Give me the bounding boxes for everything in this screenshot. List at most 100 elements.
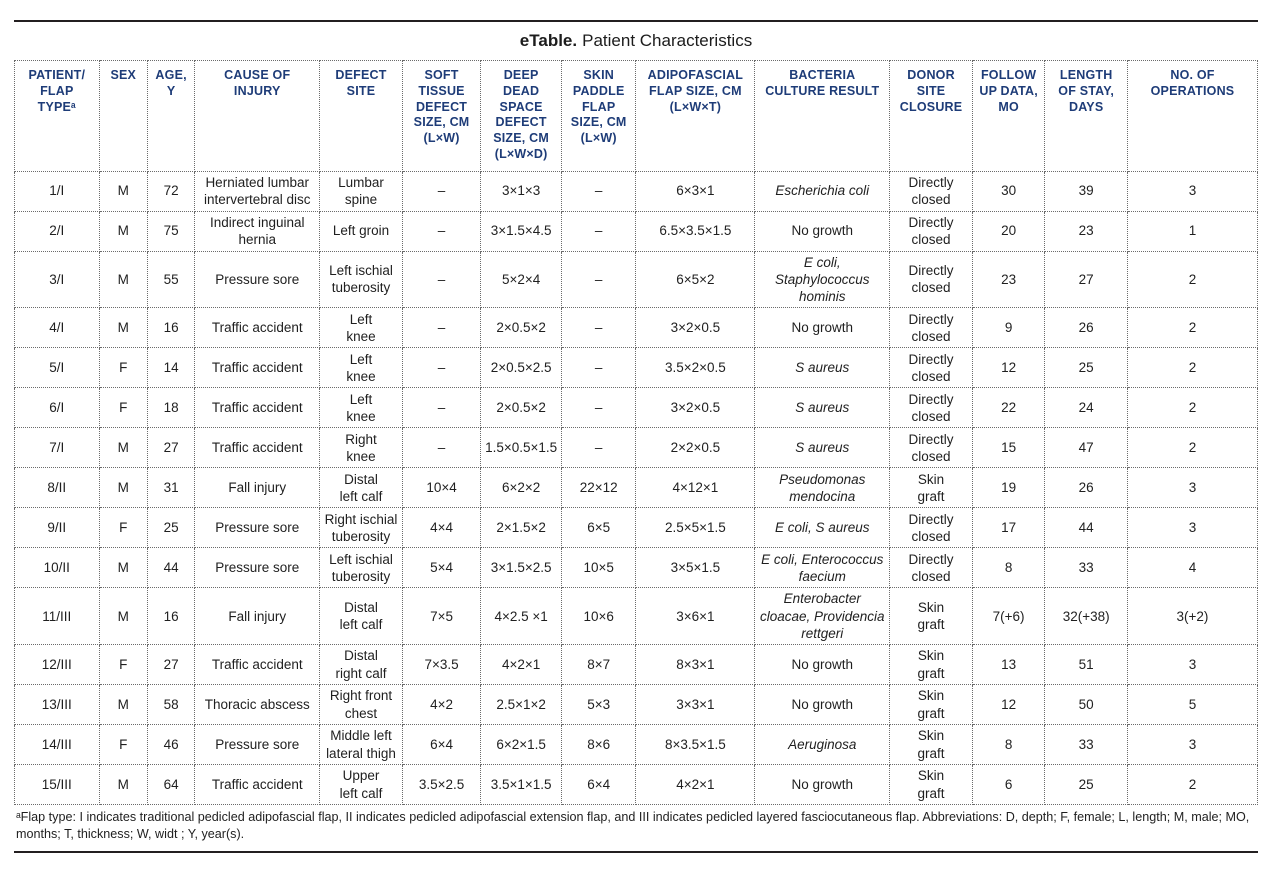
cell-no-of-operations: 5 — [1126, 684, 1259, 726]
cell-age: 75 — [146, 210, 196, 252]
cell-deep-dead-space-defect-size: 1.5×0.5×1.5 — [480, 427, 562, 469]
cell-sex: M — [98, 170, 148, 212]
cell-length-of-stay: 39 — [1044, 170, 1128, 212]
col-header-age: AGE, Y — [146, 60, 196, 172]
cell-length-of-stay: 26 — [1044, 467, 1128, 509]
cell-skin-paddle-flap-size: 22×12 — [560, 467, 637, 509]
cell-length-of-stay: 50 — [1044, 684, 1128, 726]
cell-soft-tissue-defect-size: 3.5×2.5 — [401, 764, 482, 806]
cell-cause-of-injury: Traffic accident — [194, 307, 321, 349]
cell-no-of-operations: 3 — [1126, 170, 1259, 212]
cell-age: 27 — [146, 427, 196, 469]
cell-cause-of-injury: Pressure sore — [194, 547, 321, 589]
cell-length-of-stay: 33 — [1044, 547, 1128, 589]
cell-adipofascial-flap-size: 4×2×1 — [635, 764, 756, 806]
cell-age: 16 — [146, 587, 196, 646]
cell-skin-paddle-flap-size: 8×7 — [560, 644, 637, 686]
cell-follow-up-data: 30 — [971, 170, 1046, 212]
cell-skin-paddle-flap-size: – — [560, 307, 637, 349]
cell-defect-site: Left ischial tuberosity — [319, 547, 403, 589]
cell-cause-of-injury: Traffic accident — [194, 347, 321, 389]
cell-no-of-operations: 2 — [1126, 387, 1259, 429]
cell-adipofascial-flap-size: 3×3×1 — [635, 684, 756, 726]
cell-donor-site-closure: Directly closed — [889, 507, 973, 549]
cell-no-of-operations: 3 — [1126, 467, 1259, 509]
cell-patient-flap-type: 1/I — [14, 170, 100, 212]
table-row: 14/III F 46 Pressure sore Middle left latera… — [14, 724, 1259, 766]
cell-cause-of-injury: Pressure sore — [194, 724, 321, 766]
cell-deep-dead-space-defect-size: 6×2×1.5 — [480, 724, 562, 766]
table-row: 9/II F 25 Pressure sore Right ischial tubero… — [14, 507, 1259, 549]
cell-donor-site-closure: Directly closed — [889, 210, 973, 252]
header-row: PATIENT/ FLAP TYPEᵃ SEX AGE, Y CAUSE OF … — [14, 60, 1259, 172]
cell-defect-site: Left knee — [319, 307, 403, 349]
top-rule — [14, 20, 1258, 22]
cell-cause-of-injury: Thoracic abscess — [194, 684, 321, 726]
cell-bacteria-culture-result: E coli, Staphylococcus hominis — [754, 250, 891, 309]
cell-soft-tissue-defect-size: 7×5 — [401, 587, 482, 646]
table-body: 1/I M 72 Herniated lumbar intervertebral di… — [14, 170, 1259, 806]
cell-donor-site-closure: Skin graft — [889, 644, 973, 686]
cell-cause-of-injury: Herniated lumbar intervertebral disc — [194, 170, 321, 212]
cell-bacteria-culture-result: No growth — [754, 644, 891, 686]
cell-soft-tissue-defect-size: 6×4 — [401, 724, 482, 766]
cell-donor-site-closure: Directly closed — [889, 307, 973, 349]
cell-soft-tissue-defect-size: 10×4 — [401, 467, 482, 509]
col-header-defect-site: DEFECT SITE — [319, 60, 403, 172]
cell-patient-flap-type: 2/I — [14, 210, 100, 252]
cell-no-of-operations: 2 — [1126, 307, 1259, 349]
cell-no-of-operations: 2 — [1126, 347, 1259, 389]
cell-defect-site: Lumbar spine — [319, 170, 403, 212]
cell-age: 14 — [146, 347, 196, 389]
cell-follow-up-data: 13 — [971, 644, 1046, 686]
table-row: 10/II M 44 Pressure sore Left ischial tubero… — [14, 547, 1259, 589]
cell-adipofascial-flap-size: 4×12×1 — [635, 467, 756, 509]
cell-patient-flap-type: 8/II — [14, 467, 100, 509]
cell-soft-tissue-defect-size: 7×3.5 — [401, 644, 482, 686]
cell-cause-of-injury: Fall injury — [194, 467, 321, 509]
cell-follow-up-data: 8 — [971, 724, 1046, 766]
cell-deep-dead-space-defect-size: 2×0.5×2 — [480, 307, 562, 349]
cell-adipofascial-flap-size: 2×2×0.5 — [635, 427, 756, 469]
cell-length-of-stay: 25 — [1044, 347, 1128, 389]
cell-follow-up-data: 17 — [971, 507, 1046, 549]
cell-follow-up-data: 15 — [971, 427, 1046, 469]
col-header-soft-tissue-defect-size: SOFT TISSUE DEFECT SIZE, CM (L×W) — [401, 60, 482, 172]
cell-bacteria-culture-result: Escherichia coli — [754, 170, 891, 212]
cell-follow-up-data: 19 — [971, 467, 1046, 509]
col-header-bacteria-culture-result: BACTERIA CULTURE RESULT — [754, 60, 891, 172]
cell-bacteria-culture-result: No growth — [754, 307, 891, 349]
cell-adipofascial-flap-size: 3×5×1.5 — [635, 547, 756, 589]
col-header-follow-up-data: FOLLOW UP DATA, MO — [971, 60, 1046, 172]
cell-soft-tissue-defect-size: – — [401, 307, 482, 349]
cell-length-of-stay: 27 — [1044, 250, 1128, 309]
table-title: eTable. Patient Characteristics — [14, 31, 1258, 51]
col-header-no-of-operations: NO. OF OPERATIONS — [1126, 60, 1259, 172]
cell-age: 31 — [146, 467, 196, 509]
cell-follow-up-data: 8 — [971, 547, 1046, 589]
cell-adipofascial-flap-size: 6×3×1 — [635, 170, 756, 212]
cell-defect-site: Left groin — [319, 210, 403, 252]
cell-length-of-stay: 33 — [1044, 724, 1128, 766]
col-header-deep-dead-space-defect-size: DEEP DEAD SPACE DEFECT SIZE, CM (L×W×D) — [480, 60, 562, 172]
cell-soft-tissue-defect-size: 4×2 — [401, 684, 482, 726]
cell-donor-site-closure: Skin graft — [889, 764, 973, 806]
cell-sex: F — [98, 644, 148, 686]
cell-cause-of-injury: Traffic accident — [194, 387, 321, 429]
cell-sex: F — [98, 347, 148, 389]
cell-follow-up-data: 7(+6) — [971, 587, 1046, 646]
cell-no-of-operations: 2 — [1126, 427, 1259, 469]
cell-no-of-operations: 3 — [1126, 724, 1259, 766]
cell-no-of-operations: 3 — [1126, 644, 1259, 686]
cell-skin-paddle-flap-size: – — [560, 170, 637, 212]
cell-patient-flap-type: 6/I — [14, 387, 100, 429]
cell-bacteria-culture-result: E coli, S aureus — [754, 507, 891, 549]
cell-defect-site: Right ischial tuberosity — [319, 507, 403, 549]
cell-deep-dead-space-defect-size: 2×0.5×2 — [480, 387, 562, 429]
cell-skin-paddle-flap-size: – — [560, 250, 637, 309]
cell-length-of-stay: 25 — [1044, 764, 1128, 806]
cell-deep-dead-space-defect-size: 2×1.5×2 — [480, 507, 562, 549]
cell-follow-up-data: 22 — [971, 387, 1046, 429]
cell-soft-tissue-defect-size: – — [401, 427, 482, 469]
